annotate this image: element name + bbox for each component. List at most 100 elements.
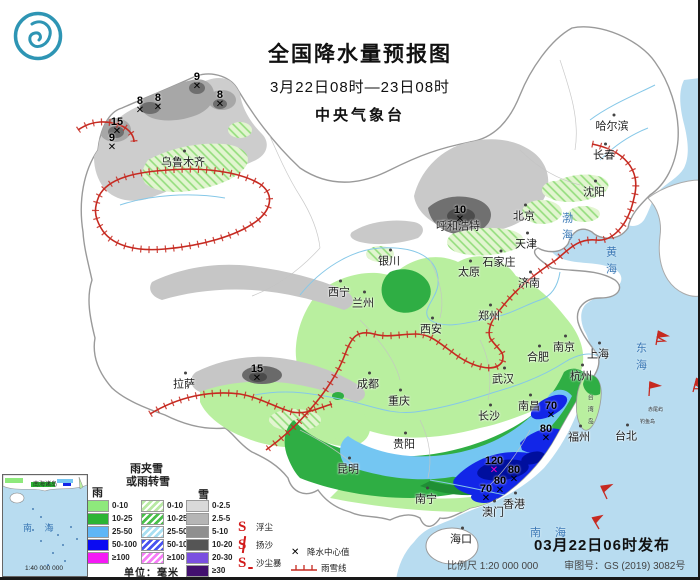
- city-label: 拉萨: [173, 371, 195, 391]
- legend-rain-scale: 0-10 10-25 25-50 50-100 ≥100: [86, 499, 137, 564]
- city-label: 贵阳: [393, 431, 415, 451]
- city-label: 西宁: [328, 279, 350, 299]
- legend-rain-swatch: [86, 512, 109, 525]
- hainan-island: [425, 527, 479, 565]
- precip-center-x-icon: ✕: [481, 493, 491, 504]
- legend-snow-range: 20-30: [212, 553, 233, 562]
- page-title: 全国降水量预报图: [268, 43, 452, 66]
- city-dot: [626, 423, 629, 427]
- city-label: 太原: [458, 259, 480, 279]
- city-label: 银川: [378, 248, 400, 268]
- legend-sleet-row: 0-10: [141, 499, 192, 512]
- 扬沙-icon: S: [238, 537, 256, 553]
- precip-center-x-icon: ✕: [215, 99, 225, 110]
- legend-snow-row: 0-2.5: [186, 499, 232, 512]
- city-label: 北京: [513, 203, 535, 223]
- legend-rain-swatch: [86, 538, 109, 551]
- city-label: 香港: [503, 491, 525, 511]
- legend-snow-range: 5-10: [212, 527, 229, 536]
- precip-center-x-icon: ✕: [509, 474, 519, 485]
- inset-map: [3, 475, 87, 566]
- city-dot: [348, 456, 351, 460]
- legend-sleet-row: 50-100: [141, 538, 192, 551]
- city-dot: [489, 403, 492, 407]
- city-dot: [564, 334, 567, 338]
- rain-snow-line-label: 雨雪线: [321, 563, 347, 573]
- legend-sleet-swatch: [141, 499, 164, 512]
- precip-center-value: 80: [507, 464, 521, 476]
- legend-sleet-range: 10-25: [167, 514, 188, 523]
- legend-snow-row: 2.5-5: [186, 512, 232, 525]
- rain-snow-line-sample-icon: [291, 564, 317, 573]
- city-dot: [426, 486, 429, 490]
- sea-label: 黄海: [604, 246, 617, 280]
- precip-center-x-icon: ✕: [495, 485, 505, 496]
- city-label: 上海: [587, 341, 609, 361]
- city-dot: [469, 259, 472, 263]
- dust-symbol-label: 浮尘: [256, 522, 274, 532]
- forecast-period: 3月22日08时—23日08时: [269, 79, 451, 96]
- dust-symbols-legend: S 浮尘 S 扬沙 S 沙尘暴: [238, 518, 282, 572]
- precip-center-value: 70: [544, 400, 558, 412]
- city-dot: [514, 491, 517, 495]
- legend-unit: 单位：毫米: [124, 568, 179, 579]
- legend-snow-row: ≥30: [186, 564, 232, 577]
- legend-snow-swatch: [186, 499, 209, 512]
- precip-center-mark: 70 ✕: [480, 484, 492, 504]
- city-dot: [404, 431, 407, 435]
- city-label: 成都: [357, 371, 379, 391]
- city-label: 沈阳: [583, 179, 605, 199]
- legend-rain-range: 25-50: [112, 527, 133, 536]
- legend-sleet-range: 50-100: [167, 540, 192, 549]
- precip-center-value: 15: [110, 116, 124, 128]
- korea-landmass: [647, 179, 700, 297]
- city-dot: [581, 363, 584, 367]
- sea-label: 台湾岛: [586, 394, 593, 430]
- legend-rain-row: ≥100: [86, 551, 137, 564]
- legend-snow-swatch: [186, 512, 209, 525]
- city-label: 南昌: [518, 393, 540, 413]
- city-label: 呼和浩特: [436, 213, 480, 233]
- city-label: 杭州: [570, 363, 592, 383]
- legend-rain-range: 10-25: [112, 514, 133, 523]
- legend-snow-row: 20-30: [186, 551, 232, 564]
- legend-snow-swatch: [186, 538, 209, 551]
- precip-center-mark: 8 ✕: [216, 90, 224, 110]
- city-label: 天津: [515, 231, 537, 251]
- precip-center-label: 降水中心值: [307, 547, 350, 557]
- city-dot: [526, 231, 529, 235]
- city-dot: [399, 388, 402, 392]
- precip-center-mark: 9 ✕: [193, 72, 201, 92]
- legend-snow-header: 雪: [198, 489, 209, 501]
- dust-symbol-label: 扬沙: [256, 540, 274, 550]
- city-dot: [363, 290, 366, 294]
- city-dot: [594, 179, 597, 183]
- precip-center-mark: 9 ✕: [108, 133, 116, 153]
- sea-label: 南海: [530, 527, 580, 539]
- legend-sleet-range: ≥100: [167, 553, 185, 562]
- city-label: 乌鲁木齐: [161, 149, 205, 169]
- legend-sleet-header1: 雨夹雪: [130, 463, 163, 475]
- inset-islands-label: 南海诸岛: [33, 482, 58, 488]
- city-dot: [368, 371, 371, 375]
- legend-snow-swatch: [186, 564, 209, 577]
- city-dot: [489, 303, 492, 307]
- city-label: 济南: [518, 270, 540, 290]
- city-label: 石家庄: [483, 249, 516, 269]
- precip-center-value: 9: [108, 132, 116, 144]
- city-dot: [604, 142, 607, 146]
- city-dot: [529, 393, 532, 397]
- legend-snow-row: 5-10: [186, 525, 232, 538]
- approval-number: 审图号：GS (2019) 3082号: [564, 561, 686, 572]
- precip-center-x-icon: ✕: [107, 142, 117, 153]
- legend-sleet-scale: 0-10 10-25 25-50 50-100 ≥100: [141, 499, 192, 564]
- precip-center-value: 8: [216, 89, 224, 101]
- dust-symbol-label: 沙尘暴: [256, 558, 282, 568]
- legend-snow-swatch: [186, 551, 209, 564]
- city-dot: [183, 149, 186, 153]
- city-label: 哈尔滨: [596, 113, 629, 133]
- city-dot: [598, 341, 601, 345]
- legend-sleet-range: 0-10: [167, 501, 184, 510]
- legend-sleet-swatch: [141, 512, 164, 525]
